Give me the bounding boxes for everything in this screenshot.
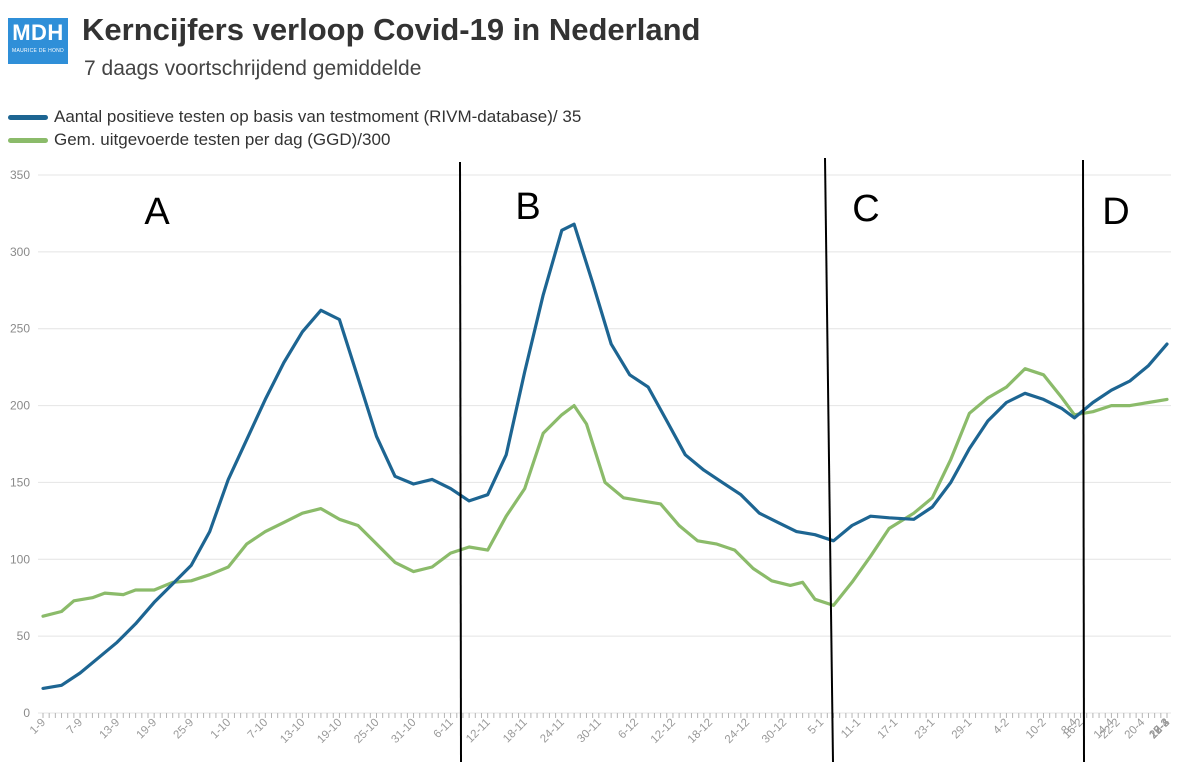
y-tick-label-150: 150: [10, 475, 30, 489]
x-tick-label-18-11: 18-11: [501, 717, 530, 746]
legend-swatch-positieve-testen: [8, 114, 48, 120]
x-tick-label-7-9: 7-9: [65, 717, 85, 737]
x-tick-label-1-9: 1-9: [28, 717, 48, 737]
legend-swatch-uitgevoerde-testen: [8, 137, 48, 143]
y-tick-label-100: 100: [10, 552, 30, 566]
x-tick-label-5-1: 5-1: [806, 717, 826, 737]
chart-title: Kerncijfers verloop Covid-19 in Nederlan…: [82, 12, 701, 47]
x-tick-label-4-2: 4-2: [991, 717, 1011, 737]
x-tick-label-6-11: 6-11: [432, 717, 456, 741]
phase-divider-3: [1082, 159, 1085, 762]
phase-label-d: D: [1102, 191, 1129, 233]
x-tick-label-13-10: 13-10: [278, 717, 307, 746]
x-tick-label-13-9: 13-9: [97, 717, 122, 742]
legend-label-positieve-testen: Aantal positieve testen op basis van tes…: [54, 107, 582, 126]
x-tick-label-30-11: 30-11: [575, 717, 604, 746]
x-tick-label-23-1: 23-1: [913, 717, 938, 742]
x-tick-label-24-12: 24-12: [723, 717, 752, 746]
x-tick-label-19-10: 19-10: [315, 717, 344, 746]
phase-label-c: C: [852, 188, 879, 230]
y-tick-label-200: 200: [10, 399, 30, 413]
logo-text: MDH: [12, 20, 64, 45]
series-line-positieve-testen: [41, 222, 1169, 690]
x-tick-label-11-1: 11-1: [839, 717, 863, 741]
x-tick-label-29-1: 29-1: [950, 717, 975, 742]
x-tick-label-12-11: 12-11: [464, 717, 493, 746]
x-tick-label-1-10: 1-10: [209, 717, 234, 742]
x-tick-label-6-12: 6-12: [616, 717, 641, 742]
x-tick-label-26-4: 26-4: [1147, 716, 1172, 741]
legend-item-positieve-testen: Aantal positieve testen op basis van tes…: [8, 107, 581, 127]
y-tick-label-0: 0: [23, 706, 30, 720]
phase-label-a: A: [144, 191, 170, 233]
x-tick-label-25-10: 25-10: [352, 717, 381, 746]
y-tick-label-300: 300: [10, 245, 30, 259]
x-tick-label-10-2: 10-2: [1024, 717, 1049, 742]
x-tick-label-7-10: 7-10: [246, 717, 271, 742]
mdh-logo: MDH MAURICE DE HOND: [8, 18, 68, 64]
legend-item-uitgevoerde-testen: Gem. uitgevoerde testen per dag (GGD)/30…: [8, 130, 390, 150]
x-tick-label-18-12: 18-12: [686, 717, 715, 746]
x-tick-label-20-4: 20-4: [1123, 716, 1148, 741]
phase-divider-1: [459, 161, 462, 762]
x-tick-label-31-10: 31-10: [389, 717, 418, 746]
x-tick-label-12-12: 12-12: [649, 717, 678, 746]
x-tick-label-17-1: 17-1: [876, 717, 901, 742]
y-tick-label-50: 50: [17, 629, 31, 643]
phase-divider-2: [824, 157, 834, 762]
x-tick-label-25-9: 25-9: [172, 717, 197, 742]
series-line-uitgevoerde-testen: [41, 367, 1169, 618]
x-tick-label-24-11: 24-11: [538, 717, 567, 746]
x-tick-label-19-9: 19-9: [135, 717, 160, 742]
y-tick-label-350: 350: [10, 168, 30, 182]
legend-label-uitgevoerde-testen: Gem. uitgevoerde testen per dag (GGD)/30…: [54, 130, 391, 149]
x-tick-label-30-12: 30-12: [760, 717, 789, 746]
logo-subtext: MAURICE DE HOND: [11, 48, 64, 54]
chart-subtitle: 7 daags voortschrijdend gemiddelde: [84, 57, 422, 80]
phase-label-b: B: [515, 186, 540, 228]
y-tick-label-250: 250: [10, 322, 30, 336]
